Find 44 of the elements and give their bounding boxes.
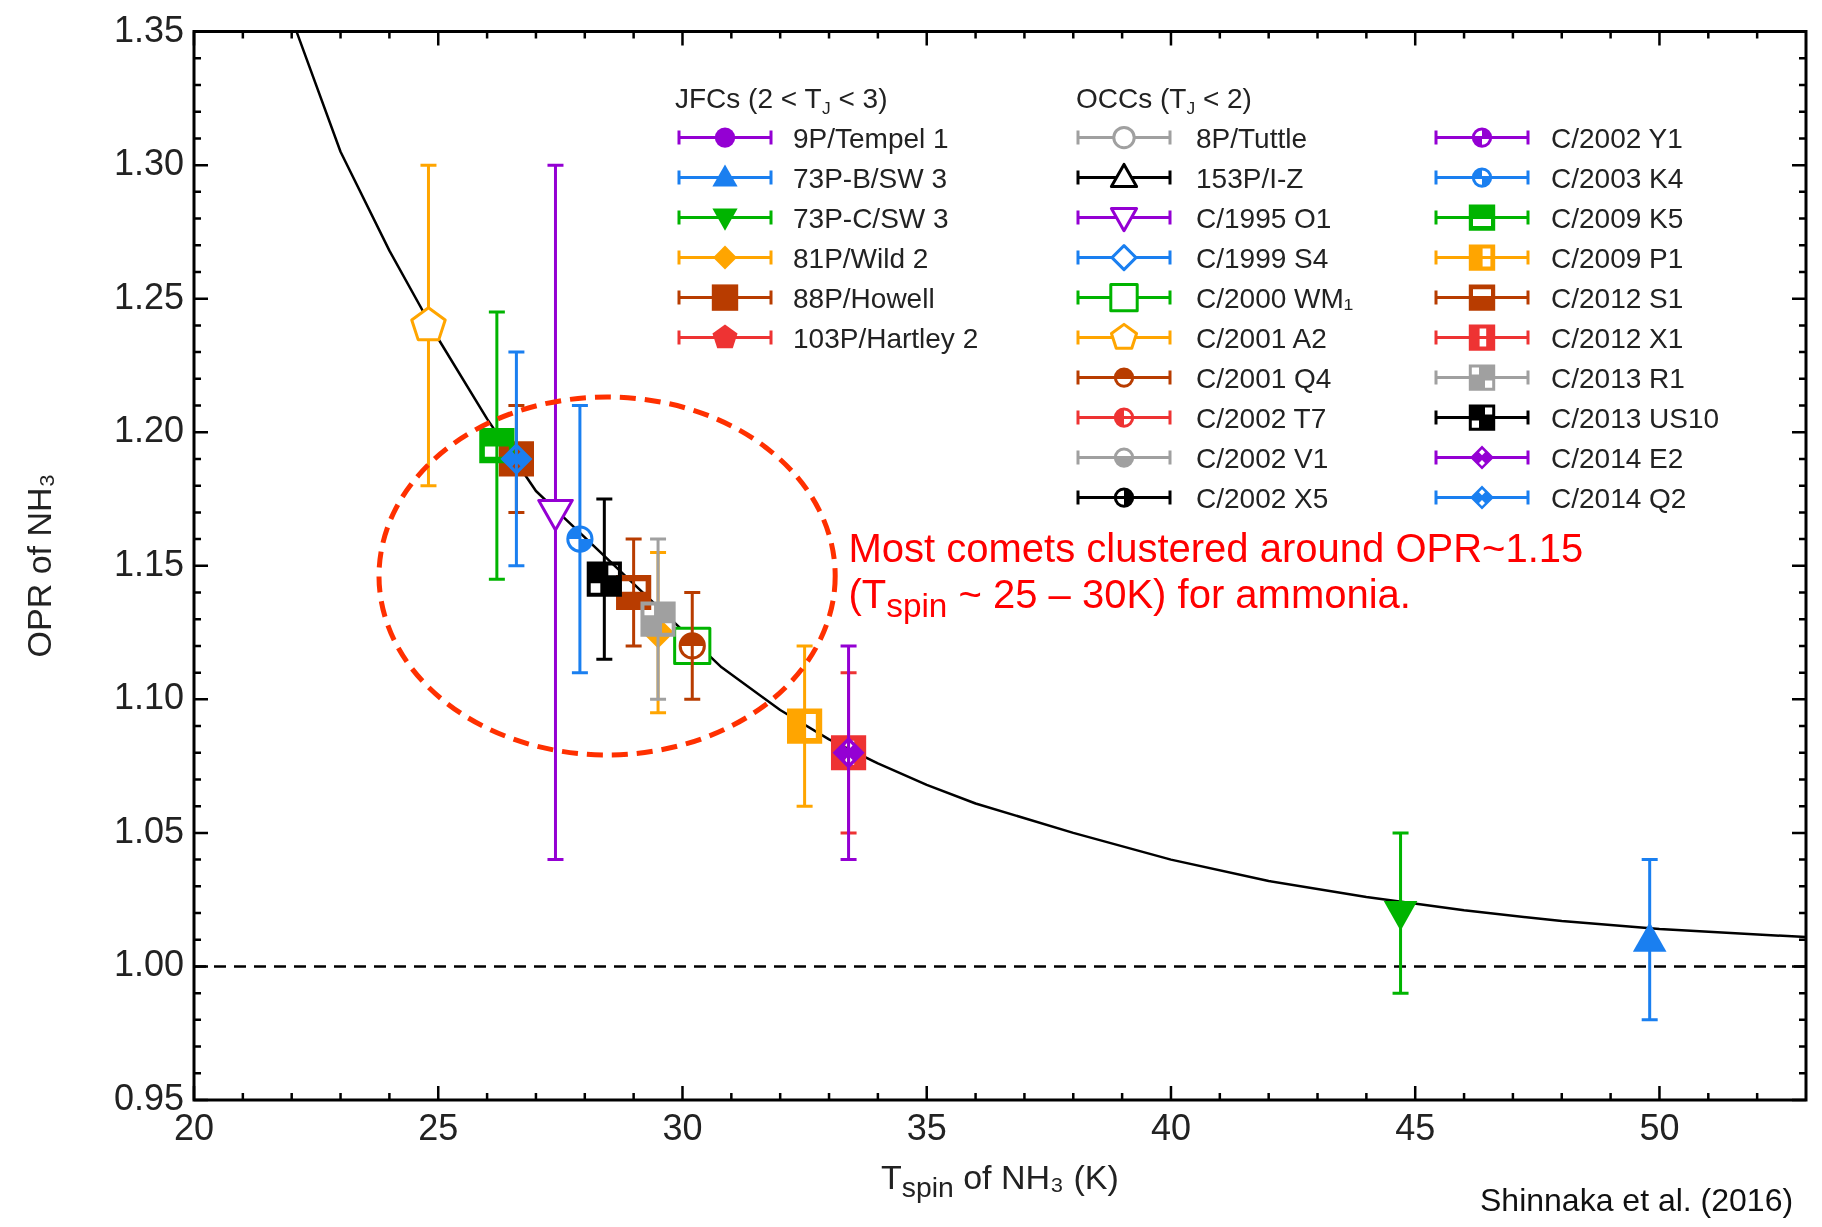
legend-label: C/2002 V1 xyxy=(1196,442,1329,474)
legend-label: C/2013 R1 xyxy=(1551,362,1685,394)
legend-label: 8P/Tuttle xyxy=(1196,122,1308,154)
y-tick-label: 1.20 xyxy=(113,409,184,451)
x-tick-label: 25 xyxy=(418,1106,459,1148)
legend-label: C/2003 K4 xyxy=(1551,162,1684,194)
legend-label: C/2012 S1 xyxy=(1551,282,1684,314)
annotation: Most comets clustered around OPR~1.15 (T$_{spin}$ ~ 25 – 30K) for ammonia. xyxy=(848,525,1584,626)
y-axis-title: OPR of NH₃ xyxy=(20,473,60,658)
y-tick-label: 1.00 xyxy=(113,943,184,985)
y-tick-label: 1.30 xyxy=(113,142,184,184)
x-axis-title: T$_{spin}$ of NH₃ (K) xyxy=(881,1158,1119,1204)
legend-label: C/2012 X1 xyxy=(1551,322,1684,354)
legend-label: 73P-B/SW 3 xyxy=(793,162,948,194)
y-tick-label: 1.25 xyxy=(113,275,184,317)
legend-label: 73P-C/SW 3 xyxy=(793,202,949,234)
legend-label: C/2013 US10 xyxy=(1551,402,1720,434)
legend-label: C/1995 O1 xyxy=(1196,202,1332,234)
legend-label: C/2000 WM₁ xyxy=(1196,282,1354,314)
x-tick-label: 40 xyxy=(1150,1106,1191,1148)
legend-label: 88P/Howell xyxy=(793,282,935,314)
legend-label: C/2014 E2 xyxy=(1551,442,1684,474)
legend-label: C/2009 P1 xyxy=(1551,242,1684,274)
legend-label: C/2014 Q2 xyxy=(1551,482,1687,514)
legend-label: C/2002 T7 xyxy=(1196,402,1327,434)
x-tick-label: 35 xyxy=(906,1106,947,1148)
text: Shinnaka et al. (2016) xyxy=(1480,1182,1794,1219)
y-tick-label: 1.35 xyxy=(113,8,184,50)
y-tick-label: 1.10 xyxy=(113,676,184,718)
y-tick-label: 1.05 xyxy=(113,809,184,851)
legend-label: 9P/Tempel 1 xyxy=(793,122,949,154)
x-tick-label: 30 xyxy=(662,1106,703,1148)
legend-label: 153P/I-Z xyxy=(1196,162,1304,194)
legend-label: C/2009 K5 xyxy=(1551,202,1684,234)
x-tick-label: 50 xyxy=(1639,1106,1680,1148)
y-tick-label: 1.15 xyxy=(113,542,184,584)
legend-label: C/2001 Q4 xyxy=(1196,362,1332,394)
legend-label: C/2001 A2 xyxy=(1196,322,1327,354)
legend-label: C/2002 X5 xyxy=(1196,482,1329,514)
legend-label: 81P/Wild 2 xyxy=(793,242,929,274)
legend-label: C/2002 Y1 xyxy=(1551,122,1683,154)
x-tick-label: 45 xyxy=(1395,1106,1436,1148)
legend-label: 103P/Hartley 2 xyxy=(793,322,979,354)
legend-label: C/1999 S4 xyxy=(1196,242,1329,274)
